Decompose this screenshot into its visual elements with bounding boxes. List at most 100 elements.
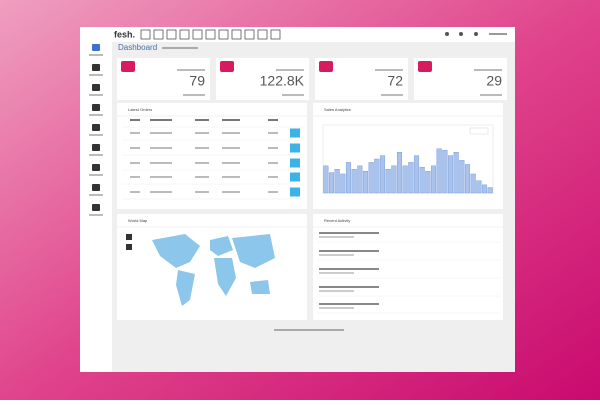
map-region — [152, 234, 200, 268]
bar — [447, 155, 454, 194]
table-cell — [130, 162, 140, 164]
map-region — [250, 280, 270, 294]
nav-icon — [92, 164, 100, 171]
view-button — [290, 172, 300, 182]
table-cell — [222, 191, 240, 193]
zoom-in — [126, 234, 132, 240]
header-icon — [445, 32, 449, 36]
bar — [402, 165, 408, 194]
bar — [345, 162, 352, 194]
stat-value: 29 — [486, 73, 502, 89]
bar — [374, 158, 380, 194]
table-header — [222, 119, 240, 121]
chart-legend — [469, 127, 489, 135]
table-header — [195, 119, 209, 121]
bar — [334, 168, 340, 194]
nav-label — [89, 194, 103, 196]
nav-label — [89, 214, 103, 216]
stat-footer — [282, 94, 304, 96]
table-cell — [150, 176, 172, 178]
bar — [481, 184, 488, 194]
panel — [117, 103, 307, 209]
nav-icon — [92, 144, 100, 151]
footer-text — [274, 329, 344, 331]
activity-time — [319, 272, 354, 274]
bar — [413, 155, 420, 194]
activity-text — [319, 268, 379, 270]
nav-label — [89, 74, 103, 76]
map-region — [232, 234, 275, 268]
table-cell — [150, 147, 172, 149]
bar — [470, 173, 476, 194]
nav-label — [89, 134, 103, 136]
table-cell — [222, 132, 240, 134]
bar — [459, 160, 465, 194]
bar — [453, 151, 459, 194]
panel — [313, 214, 503, 320]
chart-area — [322, 124, 494, 194]
table-cell — [268, 147, 278, 149]
toolbar-button — [205, 29, 216, 40]
nav-icon — [92, 44, 100, 51]
nav-icon — [92, 84, 100, 91]
toolbar-button — [140, 29, 151, 40]
nav-label — [89, 174, 103, 176]
bar — [425, 171, 431, 194]
map-region — [176, 270, 195, 306]
activity-text — [319, 250, 379, 252]
bar — [362, 171, 369, 194]
logo: fesh. — [114, 29, 135, 39]
map-region — [214, 258, 236, 296]
stat-icon — [121, 61, 135, 72]
header-icon — [459, 32, 463, 36]
nav-label — [89, 94, 103, 96]
toolbar-button — [218, 29, 229, 40]
toolbar-button — [231, 29, 242, 40]
sidebar — [80, 27, 112, 372]
bar — [419, 166, 425, 194]
nav-icon — [92, 184, 100, 191]
view-button — [290, 128, 300, 138]
page-title: Dashboard — [118, 43, 157, 52]
activity-time — [319, 254, 354, 256]
table-cell — [222, 176, 240, 178]
table-cell — [195, 162, 209, 164]
table-cell — [130, 147, 140, 149]
nav-label — [89, 154, 103, 156]
toolbar-button — [270, 29, 281, 40]
nav-label — [89, 114, 103, 116]
stat-value: 72 — [387, 73, 403, 89]
breadcrumb — [162, 47, 198, 49]
header-icon — [474, 32, 478, 36]
stat-footer — [183, 94, 205, 96]
activity-time — [319, 290, 354, 292]
toolbar-button — [166, 29, 177, 40]
panel-title: World Map — [128, 218, 148, 223]
map-region — [210, 236, 233, 256]
bar — [464, 164, 471, 194]
stat-label — [276, 69, 304, 71]
table-header — [130, 119, 140, 121]
table-cell — [268, 132, 278, 134]
panel — [117, 214, 307, 320]
bar — [408, 162, 414, 194]
view-button — [290, 143, 300, 153]
stat-value: 79 — [189, 73, 205, 89]
stat-label — [177, 69, 205, 71]
bar — [351, 168, 357, 194]
table-cell — [150, 191, 172, 193]
toolbar-button — [153, 29, 164, 40]
toolbar-button — [257, 29, 268, 40]
stat-icon — [319, 61, 333, 72]
stat-footer — [381, 94, 403, 96]
bar — [442, 149, 448, 194]
table-cell — [195, 132, 209, 134]
nav-icon — [92, 104, 100, 111]
activity-text — [319, 232, 379, 234]
table-cell — [195, 191, 209, 193]
table-cell — [222, 162, 240, 164]
user-menu — [489, 33, 507, 35]
stat-icon — [418, 61, 432, 72]
table-cell — [222, 147, 240, 149]
